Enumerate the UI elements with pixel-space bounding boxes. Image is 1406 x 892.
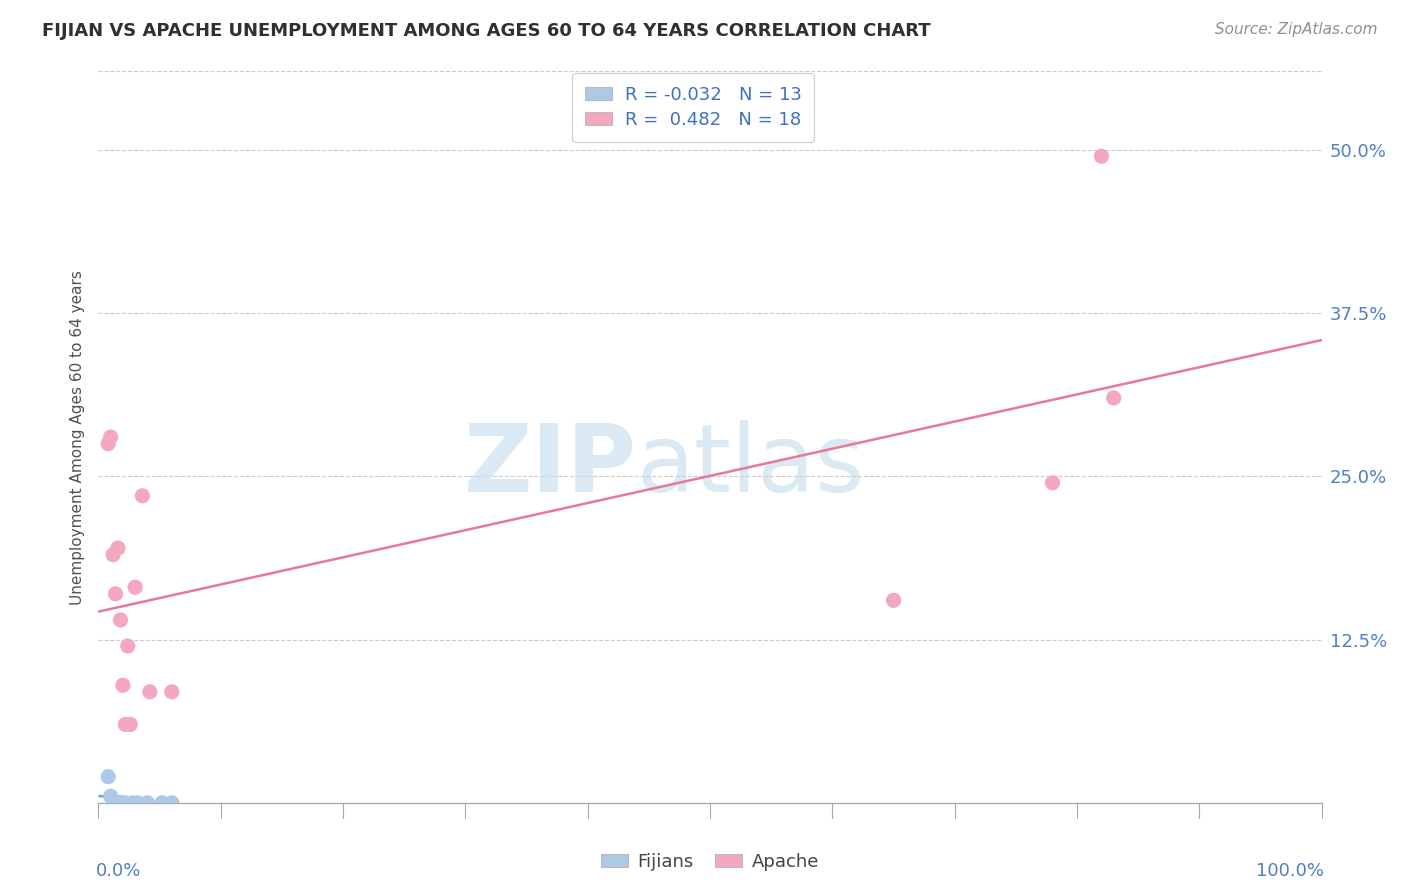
Text: FIJIAN VS APACHE UNEMPLOYMENT AMONG AGES 60 TO 64 YEARS CORRELATION CHART: FIJIAN VS APACHE UNEMPLOYMENT AMONG AGES… — [42, 22, 931, 40]
Point — [97, 770, 120, 784]
Point — [101, 796, 124, 810]
Point — [160, 796, 183, 810]
Point — [111, 796, 134, 810]
Point — [104, 796, 127, 810]
Point — [1102, 391, 1125, 405]
Text: 100.0%: 100.0% — [1256, 862, 1324, 880]
Point — [120, 717, 142, 731]
Legend: Fijians, Apache: Fijians, Apache — [595, 846, 825, 878]
Text: ZIP: ZIP — [464, 420, 637, 512]
Point — [110, 613, 132, 627]
Text: atlas: atlas — [637, 420, 865, 512]
Text: Source: ZipAtlas.com: Source: ZipAtlas.com — [1215, 22, 1378, 37]
Point — [121, 796, 143, 810]
Point — [136, 796, 159, 810]
Point — [160, 685, 183, 699]
Y-axis label: Unemployment Among Ages 60 to 64 years: Unemployment Among Ages 60 to 64 years — [69, 269, 84, 605]
Point — [127, 796, 149, 810]
Point — [139, 685, 162, 699]
Point — [110, 796, 132, 810]
Point — [111, 678, 134, 692]
Point — [101, 548, 124, 562]
Point — [883, 593, 905, 607]
Point — [100, 789, 122, 804]
Point — [150, 796, 173, 810]
Point — [117, 639, 139, 653]
Text: 0.0%: 0.0% — [96, 862, 142, 880]
Point — [100, 430, 122, 444]
Point — [131, 489, 153, 503]
Point — [124, 580, 146, 594]
Point — [1090, 149, 1112, 163]
Point — [97, 436, 120, 450]
Point — [107, 541, 129, 555]
Point — [104, 587, 127, 601]
Point — [114, 796, 136, 810]
Point — [114, 717, 136, 731]
Point — [1042, 475, 1064, 490]
Point — [107, 796, 129, 810]
